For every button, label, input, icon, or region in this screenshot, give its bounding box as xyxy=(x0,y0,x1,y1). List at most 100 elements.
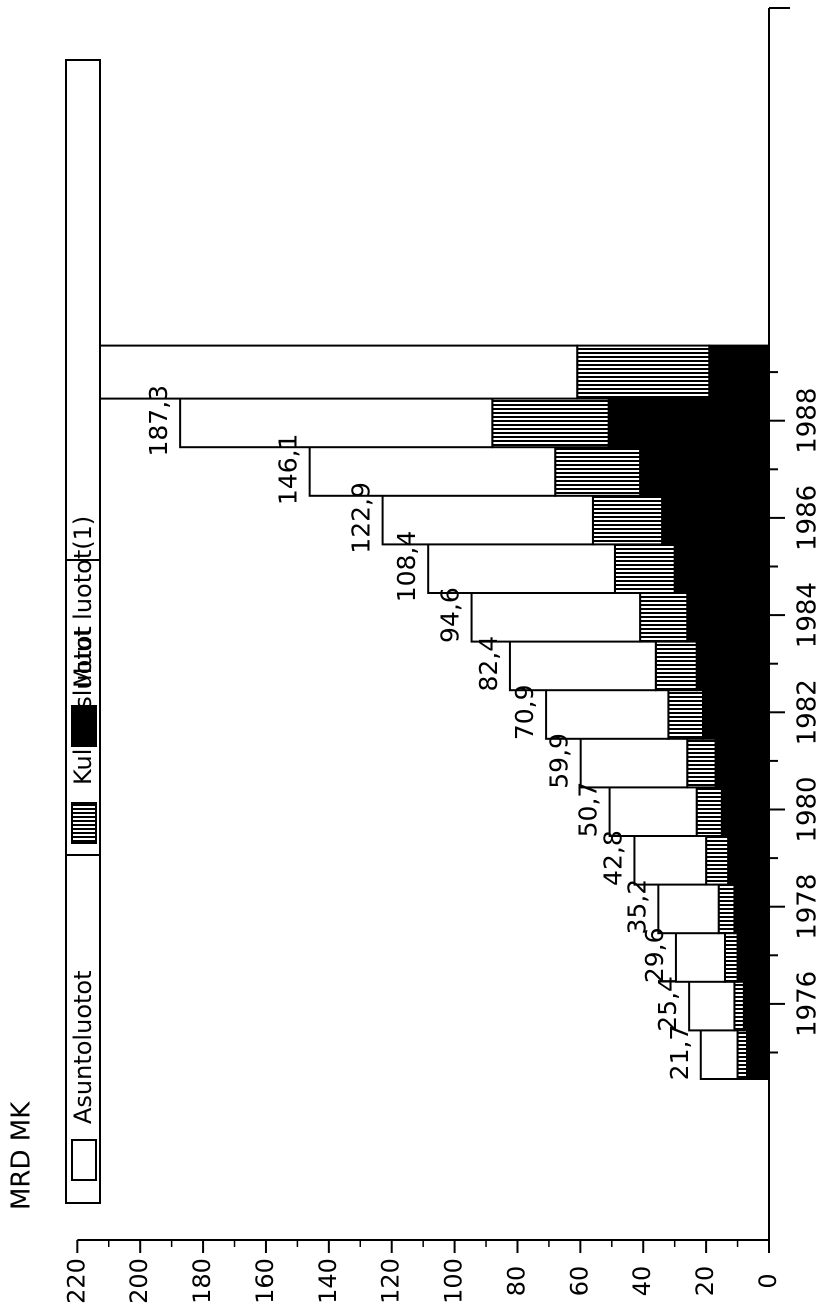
total-label: 146,1 xyxy=(274,434,303,506)
bar-segment xyxy=(545,684,670,740)
total-label: 82,4 xyxy=(474,636,503,692)
bar-segment xyxy=(608,782,698,837)
bar-stack xyxy=(608,782,771,837)
legend-swatch xyxy=(71,705,97,747)
axes: 0 20 40 60 80 100 120 140 160 180 200 220 1976 1978 19… xyxy=(7,7,823,1304)
total-label: 29,6 xyxy=(640,927,669,983)
legend-label: Asuntoluotot xyxy=(69,970,97,1124)
bar-segment xyxy=(699,1025,739,1080)
bar-segment xyxy=(657,879,720,935)
bar-segment xyxy=(736,1025,748,1080)
value-tick-label: 60 xyxy=(565,1266,593,1297)
bar-segment xyxy=(723,927,739,983)
value-tick-label: 140 xyxy=(314,1258,342,1304)
total-label: 187,3 xyxy=(144,385,173,457)
bar-segment xyxy=(688,976,736,1032)
category-tick-label: 1986 xyxy=(793,485,823,551)
bar-segment xyxy=(736,927,770,983)
total-label: 122,9 xyxy=(347,482,376,554)
total-label: 50,7 xyxy=(574,782,603,838)
bar-segment xyxy=(427,539,616,594)
bar-segment xyxy=(576,344,711,400)
bar-stack xyxy=(674,927,770,983)
bar-segment xyxy=(695,782,723,837)
bar-segment xyxy=(717,879,736,935)
bar-segment xyxy=(745,1025,771,1080)
bar-segment xyxy=(720,782,771,837)
bar-segment xyxy=(98,344,579,400)
bar-segment xyxy=(714,733,771,789)
bar-segment xyxy=(633,830,708,886)
legend-box xyxy=(65,59,101,1204)
value-tick-label: 200 xyxy=(125,1258,153,1304)
category-tick-label: 1984 xyxy=(793,582,823,648)
value-tick-label: 20 xyxy=(691,1266,719,1297)
bar-stack xyxy=(508,636,770,692)
value-tick-label: 0 xyxy=(754,1273,782,1288)
bar-stack xyxy=(545,684,771,740)
bar-segment xyxy=(727,830,770,886)
bar-segment xyxy=(470,587,642,643)
bar-segment xyxy=(654,636,698,692)
bar-segment xyxy=(742,976,771,1032)
bar-stack xyxy=(579,733,771,789)
total-label: 70,9 xyxy=(510,684,539,740)
legend: AsuntoluototKulutusluototMuut luotot(1) xyxy=(65,59,101,1204)
bar-stack xyxy=(470,587,770,643)
bar-segment xyxy=(667,684,704,740)
bar-segment xyxy=(491,393,610,449)
bar-stack xyxy=(688,976,771,1032)
bar-stack xyxy=(633,830,770,886)
value-tick-label: 160 xyxy=(251,1258,279,1304)
labels: 21,725,429,635,242,850,759,970,982,4 94,6… xyxy=(63,336,694,1080)
bar-segment xyxy=(686,587,770,643)
category-tick-label: 1982 xyxy=(793,679,823,745)
legend-swatch xyxy=(71,802,97,844)
value-axis-title: MRD MK xyxy=(7,1101,37,1210)
bar-segment xyxy=(639,441,771,497)
bar-stack xyxy=(699,1025,771,1080)
bar-stack xyxy=(98,344,770,400)
bar-stack xyxy=(381,490,771,546)
category-tick-label: 1976 xyxy=(793,971,823,1037)
bar-segment xyxy=(607,393,770,449)
bar-segment xyxy=(508,636,657,692)
bar-segment xyxy=(705,830,730,886)
bar-segment xyxy=(673,539,770,594)
bar-segment xyxy=(591,490,664,546)
bar-segment xyxy=(733,879,771,935)
value-tick-label: 180 xyxy=(188,1258,216,1304)
total-label: 25,4 xyxy=(653,976,682,1032)
value-tick-label: 220 xyxy=(62,1258,90,1304)
total-label: 59,9 xyxy=(545,733,574,789)
bar-stack xyxy=(308,441,771,497)
bar-stack xyxy=(427,539,770,594)
bar-segment xyxy=(308,441,557,497)
bar-segment xyxy=(179,393,494,449)
bar-segment xyxy=(381,490,594,546)
value-tick-label: 40 xyxy=(628,1266,656,1297)
bar-segment xyxy=(554,441,642,497)
bar-segment xyxy=(695,636,770,692)
bar-segment xyxy=(613,539,676,594)
value-tick-label: 120 xyxy=(377,1258,405,1304)
value-tick-label: 80 xyxy=(502,1266,530,1297)
category-tick-label: 1978 xyxy=(793,874,823,940)
total-label: 108,4 xyxy=(392,531,421,603)
bar-segment xyxy=(686,733,717,789)
total-label: 42,8 xyxy=(598,830,627,886)
total-label: 94,6 xyxy=(436,587,465,643)
category-tick-label: 1980 xyxy=(793,776,823,842)
total-label: 35,2 xyxy=(622,879,651,935)
value-tick-label: 100 xyxy=(440,1258,468,1304)
bar-segment xyxy=(661,490,771,546)
bar-segment xyxy=(701,684,771,740)
bar-segment xyxy=(579,733,689,789)
bar-stack xyxy=(657,879,771,935)
bar-stack xyxy=(179,393,770,449)
bars xyxy=(98,344,771,1080)
bar-segment xyxy=(708,344,770,400)
bar-segment xyxy=(639,587,689,643)
bar-segment xyxy=(674,927,726,983)
